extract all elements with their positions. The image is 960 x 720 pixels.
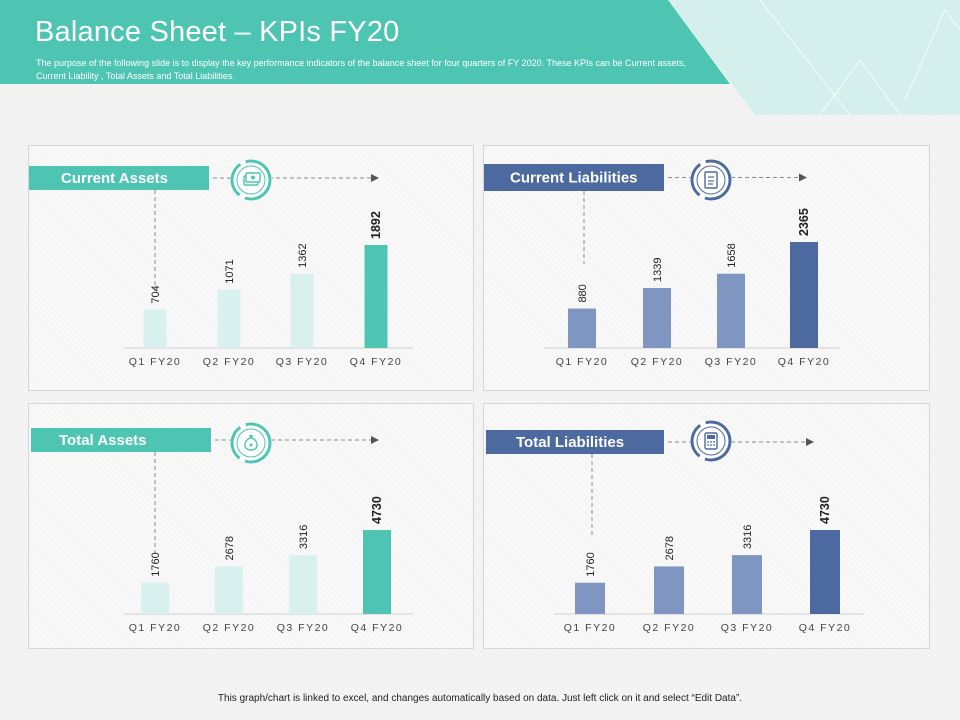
bar [289, 555, 317, 614]
arrow-head [371, 436, 379, 444]
bar [810, 530, 840, 614]
bar [290, 273, 314, 348]
panel-current-assets: Current Assets 704 Q1 FY20 1071 Q2 FY20 1362 Q… [28, 145, 474, 391]
kpi-label-box [484, 164, 664, 191]
category-label: Q2 FY20 [643, 622, 696, 634]
bar-value-label: 2365 [797, 208, 811, 236]
category-label: Q1 FY20 [564, 622, 617, 634]
current-assets-chart: Current Assets 704 Q1 FY20 1071 Q2 FY20 1362 Q… [29, 159, 413, 368]
kpi-title: Current Liabilities [510, 170, 638, 187]
footnote: This graph/chart is linked to excel, and… [217, 693, 743, 704]
kpi-label-box [486, 430, 664, 454]
calculator-icon [690, 420, 732, 462]
page-title: Balance Sheet – KPIs FY20 [35, 16, 400, 48]
header-teal-band [0, 0, 730, 84]
category-label: Q1 FY20 [556, 356, 609, 368]
bar [732, 555, 762, 614]
document-icon [690, 159, 732, 201]
category-label: Q4 FY20 [350, 356, 403, 368]
category-label: Q3 FY20 [705, 356, 758, 368]
bar [568, 308, 596, 348]
panel-total-liabilities: Total Liabilities 1760 Q1 FY20 2678 Q2 FY20 3… [483, 403, 930, 649]
bar [717, 273, 745, 348]
category-label: Q3 FY20 [721, 622, 774, 634]
kpi-title: Total Assets [59, 432, 147, 449]
bar-value-label: 1892 [369, 211, 383, 239]
bar [141, 582, 169, 614]
arrow-head [799, 173, 807, 182]
bar [364, 245, 388, 348]
header-light-lines [904, 8, 960, 101]
category-label: Q3 FY20 [276, 356, 329, 368]
bar-value-label: 1658 [726, 243, 738, 267]
kpi-title: Current Assets [61, 170, 168, 187]
bar [217, 289, 241, 348]
bar-value-label: 2678 [224, 536, 236, 560]
category-label: Q2 FY20 [203, 622, 256, 634]
bar-value-label: 1071 [224, 259, 236, 283]
kpi-title: Total Liabilities [516, 434, 624, 451]
total-assets-chart: Total Assets 1760 Q1 FY20 2678 Q2 FY20 3316 Q3… [31, 422, 413, 634]
bar-value-label: 3316 [298, 525, 310, 549]
category-label: Q1 FY20 [129, 622, 182, 634]
bar [143, 309, 167, 348]
header-band [0, 0, 960, 115]
bar [575, 582, 605, 614]
bar-value-label: 4730 [370, 496, 384, 524]
category-label: Q4 FY20 [799, 622, 852, 634]
bar-value-label: 704 [150, 285, 162, 303]
money-stack-icon [230, 159, 272, 201]
bar-value-label: 2678 [664, 536, 676, 560]
page-subtitle: The purpose of the following slide is to… [36, 58, 687, 81]
money-bag-icon [230, 422, 272, 464]
bar-value-label: 1760 [585, 552, 597, 576]
kpi-label-box [31, 428, 211, 452]
kpi-label-box [29, 166, 209, 190]
panel-total-assets: Total Assets 1760 Q1 FY20 2678 Q2 FY20 3316 Q3… [28, 403, 474, 649]
category-label: Q4 FY20 [778, 356, 831, 368]
arrow-head [371, 174, 379, 182]
bar-value-label: 1362 [297, 243, 309, 267]
bar [790, 242, 818, 348]
bar-value-label: 3316 [742, 525, 754, 549]
category-label: Q3 FY20 [277, 622, 330, 634]
bar-value-label: 4730 [818, 496, 832, 524]
category-label: Q2 FY20 [203, 356, 256, 368]
category-label: Q4 FY20 [351, 622, 404, 634]
total-liabilities-chart: Total Liabilities 1760 Q1 FY20 2678 Q2 FY20 3… [486, 420, 864, 634]
bar [363, 530, 391, 614]
bar [654, 566, 684, 614]
bar [215, 566, 243, 614]
bar-value-label: 1760 [150, 552, 162, 576]
header-light-lines [759, 0, 851, 115]
header-light-shape [668, 0, 960, 115]
bar [643, 287, 671, 348]
category-label: Q1 FY20 [129, 356, 182, 368]
header-light-lines [819, 58, 901, 115]
bar-value-label: 880 [577, 284, 589, 302]
arrow-head [806, 438, 814, 446]
panel-current-liabilities: Current Liabilities 880 Q1 FY20 1339 Q2 FY20… [483, 145, 930, 391]
bar-value-label: 1339 [652, 258, 664, 282]
current-liabilities-chart: Current Liabilities 880 Q1 FY20 1339 Q2 FY20… [484, 159, 840, 368]
category-label: Q2 FY20 [631, 356, 684, 368]
